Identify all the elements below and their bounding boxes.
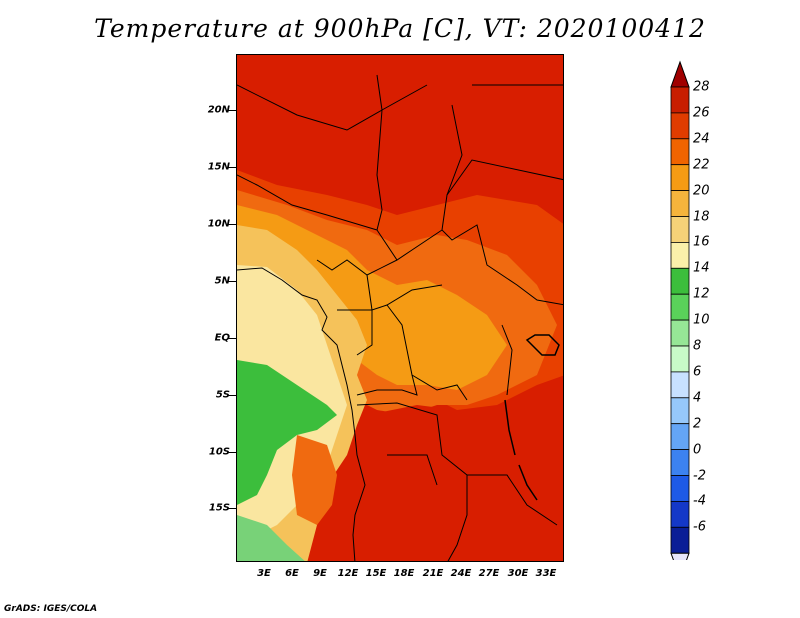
- borders: [237, 74, 563, 561]
- lakes: [504, 334, 560, 501]
- colorbar-label: -2: [693, 468, 706, 483]
- region-green: [237, 360, 337, 505]
- colorbar-label: -4: [693, 493, 706, 509]
- colorbar-box: [670, 241, 690, 269]
- lon-label: 21E: [422, 568, 444, 579]
- lat-label: 20N: [207, 104, 230, 116]
- lat-tick: [228, 395, 236, 396]
- lon-label: 18E: [393, 568, 415, 579]
- colorbar-label: 22: [693, 157, 710, 173]
- chart-title: Temperature at 900hPa [C], VT: 202010041…: [94, 14, 706, 43]
- lat-label: 5S: [215, 389, 230, 401]
- colorbar-box: [670, 138, 690, 166]
- colorbar-label: 4: [693, 390, 702, 406]
- lon-label: 27E: [478, 568, 500, 579]
- lat-tick: [228, 452, 236, 453]
- lon-label: 6E: [285, 568, 299, 579]
- colorbar-box: [670, 112, 690, 140]
- colorbar-box: [670, 164, 690, 191]
- colorbar: [670, 60, 690, 560]
- lon-label: 9E: [313, 568, 327, 579]
- lat-label: 5N: [214, 275, 230, 287]
- lat-tick: [228, 224, 236, 225]
- lat-label: EQ: [214, 332, 230, 344]
- region-lightgreen: [237, 515, 305, 561]
- colorbar-label: 24: [693, 131, 710, 147]
- colorbar-box: [670, 423, 690, 451]
- colorbar-label: 14: [693, 260, 710, 276]
- colorbar-label: 18: [693, 209, 710, 224]
- colorbar-box: [670, 526, 690, 554]
- lat-tick: [228, 167, 236, 168]
- lat-label: 15S: [208, 502, 230, 514]
- region-hot-south: [352, 375, 563, 561]
- lon-label: 33E: [535, 568, 557, 579]
- colorbar-label: -6: [693, 519, 706, 535]
- colorbar-label: 8: [693, 338, 702, 354]
- colorbar-box: [670, 216, 690, 243]
- colorbar-label: 16: [693, 234, 710, 250]
- colorbar-over-triangle: [670, 60, 690, 88]
- region-orange-ocean: [292, 435, 337, 525]
- lat-tick: [228, 508, 236, 509]
- colorbar-label: 20: [693, 183, 710, 199]
- temperature-map: [236, 54, 564, 562]
- lon-label: 30E: [507, 568, 529, 579]
- lat-tick: [228, 110, 236, 111]
- lat-tick: [228, 338, 236, 339]
- colorbar-box: [670, 475, 690, 502]
- colorbar-under-triangle: [670, 552, 690, 560]
- footer-credit: GrADS: IGES/COLA: [4, 604, 98, 614]
- colorbar-box: [670, 500, 690, 528]
- region-amber: [237, 205, 507, 390]
- colorbar-box: [670, 190, 690, 217]
- lon-label: 24E: [450, 568, 472, 579]
- lon-label: 3E: [257, 568, 271, 579]
- colorbar-box: [670, 86, 690, 114]
- map-fill: [237, 55, 563, 561]
- colorbar-label: 0: [693, 442, 702, 458]
- colorbar-box: [670, 267, 690, 295]
- lon-label: 15E: [365, 568, 387, 579]
- lon-label: 12E: [337, 568, 359, 579]
- colorbar-box: [670, 449, 690, 476]
- colorbar-box: [670, 397, 690, 425]
- lat-tick: [228, 281, 236, 282]
- colorbar-label: 28: [693, 79, 710, 95]
- lat-label: 10S: [208, 446, 230, 458]
- lat-label: 15N: [207, 161, 230, 173]
- colorbar-label: 10: [693, 312, 710, 328]
- colorbar-box: [670, 293, 690, 321]
- colorbar-label: 2: [693, 416, 702, 432]
- lat-label: 10N: [207, 218, 230, 230]
- colorbar-box: [670, 371, 690, 399]
- colorbar-box: [670, 319, 690, 347]
- colorbar-box: [670, 345, 690, 373]
- colorbar-label: 26: [693, 105, 710, 121]
- colorbar-label: 6: [693, 364, 702, 380]
- colorbar-label: 12: [693, 286, 710, 302]
